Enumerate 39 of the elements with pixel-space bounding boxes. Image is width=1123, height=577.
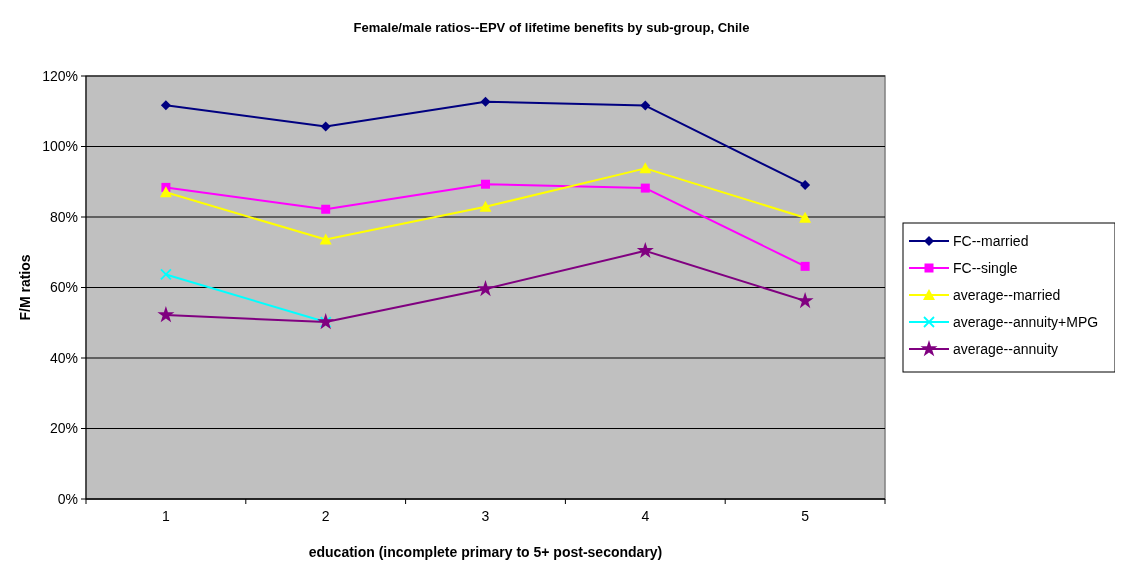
legend-label: FC--married [953,232,1029,249]
x-tick-label: 1 [162,508,170,524]
point [321,204,331,214]
point [159,186,172,198]
x-tick-label: 2 [321,508,330,524]
point [640,183,650,193]
x-axis-title: education (incomplete primary to 5+ post-secondary) [308,544,663,560]
y-tick-label: 0% [57,490,78,507]
y-tick-label: 60% [49,279,78,296]
point [800,179,811,190]
point [481,179,490,189]
legend-label: average--married [953,286,1061,303]
chart-title: Female/male ratios--EPV of lifetime benefits by sub-group, Chile [353,20,750,35]
point [157,306,175,323]
point [160,100,171,111]
y-tick-label: 20% [49,420,78,437]
point [480,96,491,107]
point [320,121,331,132]
point [319,233,332,245]
x-tick-label: 5 [801,508,810,524]
point [479,200,492,212]
legend-label: average--annuity+MPG [953,313,1099,330]
x-tick-label: 4 [641,508,650,524]
point [640,100,651,111]
y-tick-label: 80% [49,208,78,225]
point [160,268,172,281]
y-axis-title: F/M ratios [17,254,33,321]
y-tick-label: 100% [42,138,78,155]
point [476,279,495,297]
legend-label: average--annuity [953,340,1059,357]
point [639,162,652,174]
point [636,241,654,259]
point [800,261,810,271]
point [796,291,814,309]
point [799,211,812,223]
legend-label: FC--single [953,259,1018,276]
y-tick-label: 40% [49,349,78,366]
y-tick-label: 120% [42,67,78,84]
x-tick-label: 3 [481,508,490,524]
